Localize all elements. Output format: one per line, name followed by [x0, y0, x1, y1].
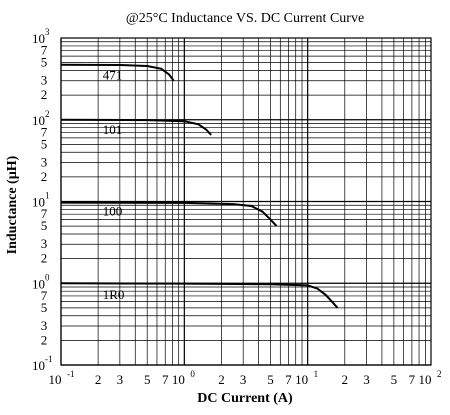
y-minor-tick-label: 3 — [41, 73, 48, 88]
y-minor-tick-label: 7 — [41, 288, 48, 303]
y-minor-tick-label: 7 — [41, 124, 48, 139]
series-label-1R0: 1R0 — [103, 287, 125, 302]
x-major-tick-label: 10 — [295, 372, 308, 387]
y-major-tick-exponent: 3 — [45, 27, 50, 37]
y-minor-tick-label: 3 — [41, 154, 48, 169]
x-minor-tick-label: 3 — [363, 372, 370, 387]
y-major-tick-label: 10 — [32, 195, 45, 210]
y-major-tick-label: 10 — [32, 31, 45, 46]
x-minor-tick-label: 3 — [117, 372, 124, 387]
x-minor-tick-label: 5 — [144, 372, 151, 387]
y-major-tick-exponent: -1 — [45, 354, 53, 364]
x-major-tick-exponent: 1 — [314, 369, 319, 379]
chart-title: @25°C Inductance VS. DC Current Curve — [126, 11, 364, 26]
y-minor-tick-label: 5 — [41, 136, 48, 151]
y-minor-tick-label: 5 — [41, 218, 48, 233]
series-line-471 — [60, 63, 175, 82]
y-major-tick-exponent: 1 — [45, 191, 50, 201]
y-major-tick-exponent: 2 — [45, 109, 50, 119]
y-minor-tick-label: 5 — [41, 300, 48, 315]
y-minor-tick-label: 3 — [41, 318, 48, 333]
x-major-tick-label: 10 — [172, 372, 185, 387]
y-minor-tick-label: 2 — [41, 251, 48, 266]
x-minor-tick-label: 7 — [285, 372, 292, 387]
x-major-tick-exponent: 2 — [437, 369, 442, 379]
series-line-101 — [60, 118, 212, 136]
y-minor-tick-label: 2 — [41, 169, 48, 184]
series-line-100 — [60, 201, 278, 227]
y-minor-tick-label: 2 — [41, 332, 48, 347]
x-major-tick-exponent: -1 — [67, 369, 75, 379]
y-minor-tick-label: 3 — [41, 236, 48, 251]
curves — [60, 63, 339, 309]
x-minor-tick-label: 7 — [162, 372, 169, 387]
series-label-100: 100 — [103, 204, 123, 219]
curve-labels: 471 101 100 1R0 — [103, 67, 125, 302]
y-major-tick-exponent: 0 — [45, 272, 50, 282]
x-minor-tick-label: 2 — [342, 372, 349, 387]
y-minor-tick-label: 7 — [41, 43, 48, 58]
series-label-471: 471 — [103, 67, 123, 82]
x-minor-tick-label: 7 — [409, 372, 416, 387]
y-major-tick-label: 10 — [32, 358, 45, 373]
y-major-tick-label: 10 — [32, 276, 45, 291]
x-minor-tick-label: 5 — [391, 372, 398, 387]
x-minor-tick-label: 3 — [240, 372, 247, 387]
x-axis-ticks: 10 -1 10 0 10 1 10 22 3 5 7 2 3 5 7 2 3 5 7 — [49, 369, 442, 387]
series-label-101: 101 — [103, 122, 123, 137]
y-minor-tick-label: 2 — [41, 87, 48, 102]
x-minor-tick-label: 5 — [267, 372, 274, 387]
x-minor-tick-label: 2 — [95, 372, 102, 387]
x-major-tick-label: 10 — [49, 372, 62, 387]
y-minor-tick-label: 5 — [41, 55, 48, 70]
x-major-tick-label: 10 — [419, 372, 432, 387]
y-major-tick-label: 10 — [32, 113, 45, 128]
x-major-tick-exponent: 0 — [190, 369, 195, 379]
y-minor-tick-label: 7 — [41, 206, 48, 221]
x-axis-label: DC Current (A) — [197, 391, 293, 406]
series-line-1R0 — [60, 282, 339, 309]
y-axis-label: Inductance (µH) — [5, 155, 20, 254]
grid — [60, 37, 432, 366]
x-minor-tick-label: 2 — [218, 372, 225, 387]
